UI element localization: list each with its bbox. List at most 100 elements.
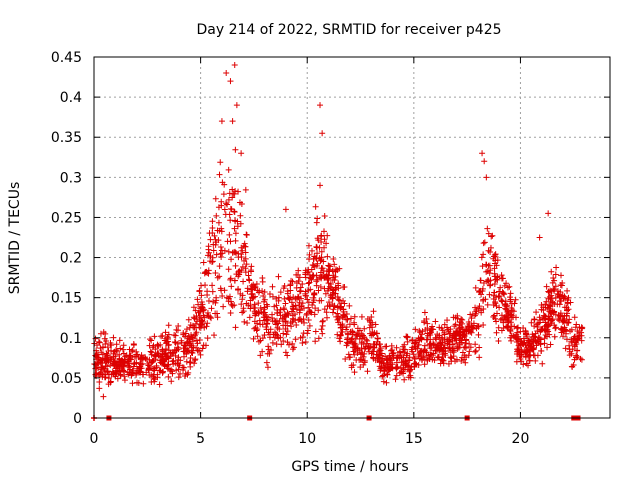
data-point xyxy=(223,200,230,207)
data-point xyxy=(497,284,504,291)
data-point xyxy=(148,337,155,344)
data-point xyxy=(505,318,512,325)
data-point xyxy=(531,323,538,330)
data-point xyxy=(324,253,331,260)
data-point xyxy=(244,319,251,326)
data-point xyxy=(257,305,264,312)
data-point xyxy=(496,288,503,295)
data-point xyxy=(522,327,529,334)
data-point xyxy=(329,291,336,298)
data-point xyxy=(309,272,316,279)
data-point xyxy=(305,242,312,249)
data-point xyxy=(218,118,225,125)
data-point xyxy=(137,368,144,375)
data-point xyxy=(500,319,507,326)
data-point xyxy=(361,325,368,332)
data-point xyxy=(121,377,128,384)
data-point xyxy=(196,287,203,294)
data-point xyxy=(346,321,353,328)
data-point xyxy=(154,374,161,381)
data-point xyxy=(306,256,313,263)
data-point xyxy=(427,327,434,334)
data-point xyxy=(462,340,469,347)
data-point xyxy=(447,326,454,333)
data-point xyxy=(351,369,358,376)
data-point xyxy=(206,230,213,237)
data-point xyxy=(131,360,138,367)
data-point xyxy=(241,318,248,325)
data-point xyxy=(394,354,401,361)
data-point xyxy=(318,326,325,333)
data-point xyxy=(370,341,377,348)
data-point xyxy=(119,346,126,353)
data-point xyxy=(548,268,555,275)
data-point xyxy=(488,233,495,240)
data-point xyxy=(253,280,260,287)
data-point xyxy=(517,340,524,347)
data-point xyxy=(177,370,184,377)
y-tick-label: 0.05 xyxy=(51,371,82,387)
data-point xyxy=(509,307,516,314)
data-point xyxy=(574,354,581,361)
data-point xyxy=(261,296,268,303)
data-point xyxy=(452,358,459,365)
data-point xyxy=(312,305,319,312)
data-point xyxy=(251,309,258,316)
data-point xyxy=(479,150,486,157)
data-point xyxy=(337,331,344,338)
data-point xyxy=(576,324,583,331)
data-point xyxy=(496,293,503,300)
data-point xyxy=(483,174,490,181)
data-point xyxy=(276,318,283,325)
data-point xyxy=(263,326,270,333)
data-point xyxy=(534,327,541,334)
data-point xyxy=(498,312,505,319)
data-point xyxy=(396,369,403,376)
data-point xyxy=(182,348,189,355)
data-point xyxy=(174,360,181,367)
data-point xyxy=(530,352,537,359)
data-point xyxy=(452,314,459,321)
data-point xyxy=(424,320,431,327)
data-point xyxy=(472,348,479,355)
data-point xyxy=(521,347,528,354)
data-point xyxy=(419,328,426,335)
data-point xyxy=(317,283,324,290)
data-point xyxy=(380,364,387,371)
data-point xyxy=(476,354,483,361)
data-point xyxy=(229,249,236,256)
data-point xyxy=(563,336,570,343)
data-point xyxy=(191,360,198,367)
data-point xyxy=(498,298,505,305)
data-point xyxy=(261,332,268,339)
data-point xyxy=(252,304,259,311)
data-point xyxy=(317,102,324,109)
data-point xyxy=(370,355,377,362)
data-point xyxy=(557,312,564,319)
data-point xyxy=(553,264,560,271)
data-point xyxy=(258,308,265,315)
data-point xyxy=(213,294,220,301)
data-point xyxy=(152,346,159,353)
data-point xyxy=(296,299,303,306)
data-point xyxy=(320,228,327,235)
data-point xyxy=(320,317,327,324)
data-point xyxy=(432,318,439,325)
data-point xyxy=(223,294,230,301)
data-point xyxy=(243,232,250,239)
data-point xyxy=(280,285,287,292)
data-point xyxy=(204,335,211,342)
data-point xyxy=(504,302,511,309)
data-point xyxy=(228,206,235,213)
data-point xyxy=(457,328,464,335)
data-point xyxy=(487,244,494,251)
data-point xyxy=(221,181,228,188)
data-point xyxy=(228,298,235,305)
data-point xyxy=(543,322,550,329)
data-point xyxy=(225,196,232,203)
data-point xyxy=(393,344,400,351)
data-point xyxy=(480,279,487,286)
data-point xyxy=(374,338,381,345)
data-point xyxy=(436,324,443,331)
data-point xyxy=(441,350,448,357)
